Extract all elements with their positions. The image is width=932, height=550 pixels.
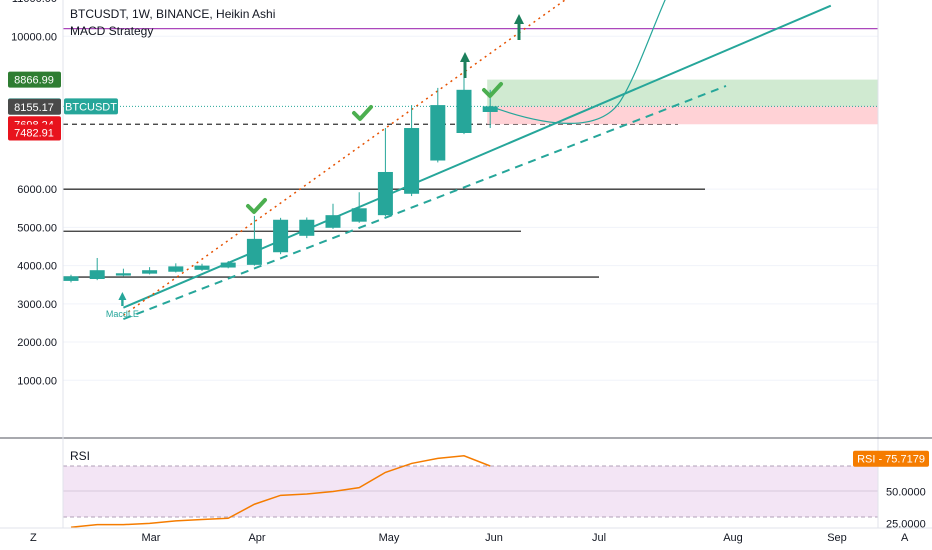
rsi-line	[70, 455, 491, 528]
x-tick-label: Sep	[827, 532, 847, 544]
x-tick-label: May	[379, 532, 400, 544]
y-tick-label: 4000.00	[17, 261, 57, 273]
rsi-tick-label: 25.0000	[886, 518, 926, 530]
trend-layer	[122, 0, 832, 321]
level-layer	[63, 28, 878, 278]
auto-scale-button[interactable]: A	[901, 532, 909, 544]
x-tick-label: Apr	[248, 532, 265, 544]
candle-body	[299, 219, 315, 236]
annot-layer: MacdLE	[106, 14, 524, 319]
y-tick-label: 10000.00	[11, 31, 57, 43]
x-axis: Mar Apr May Jun Jul Aug Sep	[142, 532, 847, 544]
rsi-value-tag	[853, 450, 929, 467]
candle-layer	[63, 70, 498, 283]
x-tick-label: Mar	[142, 532, 161, 544]
y-axis: 12000.0011000.0010000.006000.005000.0040…	[11, 0, 926, 530]
arrow-up-icon	[514, 14, 524, 40]
main-panel	[0, 0, 878, 438]
grid-layer	[63, 35, 878, 381]
candle-body	[168, 266, 184, 272]
candle-body	[89, 270, 105, 279]
candle-body	[246, 238, 262, 265]
buy-marker-label: MacdLE	[106, 309, 139, 319]
chart-title: BTCUSDT, 1W, BINANCE, Heikin Ashi	[70, 7, 275, 21]
target-zone	[487, 79, 878, 107]
y-tick-label: 5000.00	[17, 222, 57, 234]
y-tick-label: 2000.00	[17, 337, 57, 349]
candle-body	[482, 106, 498, 112]
y-tick-label: 11000.00	[12, 0, 57, 5]
projection-curve	[489, 0, 666, 124]
candle-body	[194, 265, 210, 270]
checkmark-icon	[352, 105, 373, 121]
rsi-value-label: RSI - 75.7179	[857, 454, 925, 466]
price-tag-label: 7482.91	[14, 128, 54, 140]
y-tick-label: 1000.00	[17, 375, 57, 387]
checkmark-icon	[246, 198, 267, 214]
price-tag	[8, 98, 61, 115]
trend-solid	[123, 4, 832, 309]
candle-body	[63, 276, 79, 281]
candle-body	[220, 262, 236, 268]
y-tick-label: 6000.00	[17, 184, 57, 196]
candle-body	[456, 89, 472, 133]
candle-body	[404, 128, 420, 194]
candle-body	[142, 270, 158, 274]
zoom-toggle-button[interactable]: Z	[30, 532, 37, 544]
price-label-layer: 8866.998167.448155.177698.247482.91BTCUS…	[8, 71, 929, 467]
candle-body	[115, 273, 131, 276]
x-tick-label: Aug	[723, 532, 743, 544]
checkmark-icon	[482, 82, 503, 98]
price-tag	[8, 124, 61, 141]
rsi-title: RSI	[70, 449, 90, 463]
candle-body	[430, 105, 446, 161]
y-tick-label: 3000.00	[17, 299, 57, 311]
trend-dashed	[123, 85, 727, 321]
rsi-layer	[70, 455, 491, 528]
candle-body	[325, 215, 341, 228]
symbol-tag	[64, 98, 118, 115]
price-tag-label: 8155.17	[14, 102, 54, 114]
candle-body	[351, 208, 367, 222]
x-tick-label: Jul	[592, 532, 606, 544]
candle-body	[377, 171, 393, 216]
price-tag-label: 8866.99	[14, 75, 54, 87]
x-tick-label: Jun	[485, 532, 503, 544]
arrow-up-icon	[460, 52, 470, 78]
candle-body	[273, 219, 289, 253]
buy-arrow-icon	[118, 292, 127, 307]
price-tag	[8, 71, 61, 88]
strategy-label: MACD Strategy	[70, 24, 153, 38]
rsi-tick-label: 50.0000	[886, 487, 926, 499]
symbol-tag-label: BTCUSDT	[65, 101, 117, 113]
